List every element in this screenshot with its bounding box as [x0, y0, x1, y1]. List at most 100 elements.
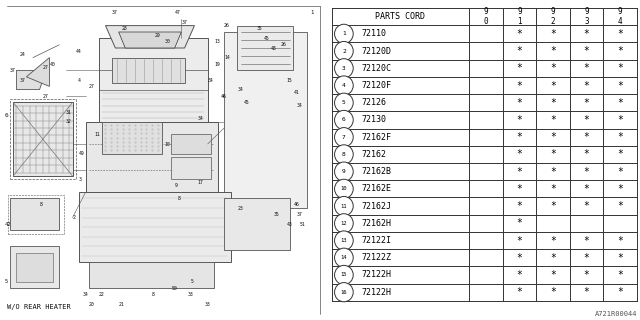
Text: 34: 34: [207, 77, 213, 83]
Text: *: *: [584, 149, 589, 159]
Text: 10: 10: [340, 186, 347, 191]
Text: 12: 12: [340, 221, 347, 226]
Text: *: *: [516, 253, 522, 263]
Text: 3: 3: [342, 66, 346, 71]
Text: *: *: [617, 253, 623, 263]
Polygon shape: [79, 192, 231, 262]
Text: 51: 51: [300, 221, 306, 227]
Text: 72110: 72110: [362, 29, 387, 38]
Text: 4: 4: [77, 77, 81, 83]
Text: 14: 14: [340, 255, 347, 260]
Text: 16: 16: [340, 290, 347, 295]
Text: 17: 17: [198, 180, 204, 185]
Text: *: *: [550, 201, 556, 211]
Text: 26: 26: [280, 42, 286, 47]
Text: 45: 45: [264, 36, 269, 41]
Text: *: *: [550, 184, 556, 194]
Text: *: *: [516, 218, 522, 228]
Text: 8: 8: [152, 292, 154, 297]
Text: *: *: [617, 184, 623, 194]
Text: 33: 33: [204, 301, 210, 307]
Text: *: *: [550, 29, 556, 39]
Circle shape: [335, 231, 353, 250]
Text: *: *: [516, 115, 522, 125]
Text: *: *: [584, 201, 589, 211]
Text: 46: 46: [293, 202, 299, 207]
Text: 29: 29: [155, 33, 161, 38]
Text: 37: 37: [181, 20, 187, 25]
Text: 40: 40: [49, 61, 55, 67]
Bar: [8, 195, 64, 234]
Text: 72162F: 72162F: [362, 133, 392, 142]
Text: 5: 5: [5, 279, 8, 284]
Text: 24: 24: [20, 52, 26, 57]
Text: *: *: [516, 287, 522, 297]
Text: 10: 10: [165, 141, 170, 147]
Text: 35: 35: [257, 26, 263, 31]
Text: 72122H: 72122H: [362, 270, 392, 279]
Circle shape: [335, 196, 353, 216]
Text: *: *: [617, 29, 623, 39]
Circle shape: [335, 76, 353, 95]
Text: 37: 37: [297, 212, 302, 217]
Bar: [172, 134, 211, 154]
Bar: [102, 122, 161, 154]
Circle shape: [335, 145, 353, 164]
Text: *: *: [550, 132, 556, 142]
Text: 72120F: 72120F: [362, 81, 392, 90]
Text: *: *: [584, 29, 589, 39]
Text: 6: 6: [342, 117, 346, 123]
Text: *: *: [516, 98, 522, 108]
Bar: [112, 58, 184, 83]
Text: *: *: [550, 46, 556, 56]
Bar: [17, 253, 52, 282]
Text: 37: 37: [10, 68, 15, 73]
Circle shape: [335, 179, 353, 198]
Text: 42: 42: [5, 221, 12, 227]
Bar: [89, 262, 214, 288]
Polygon shape: [13, 102, 72, 176]
Text: 72162J: 72162J: [362, 202, 392, 211]
Text: 2: 2: [72, 215, 76, 220]
Text: 14: 14: [224, 55, 230, 60]
Text: *: *: [584, 63, 589, 73]
Text: *: *: [516, 167, 522, 177]
Text: 11: 11: [340, 204, 347, 209]
Text: 72130: 72130: [362, 116, 387, 124]
Polygon shape: [224, 32, 307, 208]
Text: *: *: [516, 81, 522, 91]
Text: *: *: [617, 132, 623, 142]
Text: 8: 8: [40, 202, 42, 207]
Polygon shape: [17, 70, 46, 90]
Text: 9: 9: [342, 169, 346, 174]
Text: 43: 43: [287, 221, 292, 227]
Text: *: *: [617, 63, 623, 73]
Text: 47: 47: [175, 10, 180, 15]
Circle shape: [335, 214, 353, 233]
Text: *: *: [550, 253, 556, 263]
Text: 72162E: 72162E: [362, 184, 392, 193]
Text: 9
3: 9 3: [584, 7, 589, 26]
Polygon shape: [106, 26, 195, 48]
Circle shape: [335, 59, 353, 78]
Text: *: *: [584, 167, 589, 177]
Text: 5: 5: [342, 100, 346, 105]
Text: 1: 1: [310, 10, 313, 15]
Circle shape: [335, 24, 353, 44]
Text: 4: 4: [342, 83, 346, 88]
Text: 37: 37: [20, 77, 26, 83]
Text: 72162: 72162: [362, 150, 387, 159]
Text: 1: 1: [342, 31, 346, 36]
Text: *: *: [550, 115, 556, 125]
Text: 72120C: 72120C: [362, 64, 392, 73]
Text: 72120D: 72120D: [362, 46, 392, 56]
Text: *: *: [550, 287, 556, 297]
Text: *: *: [550, 81, 556, 91]
Text: 72122Z: 72122Z: [362, 253, 392, 262]
Text: *: *: [617, 98, 623, 108]
Text: *: *: [550, 270, 556, 280]
Text: 7: 7: [342, 135, 346, 140]
Text: *: *: [617, 201, 623, 211]
Text: *: *: [516, 132, 522, 142]
Text: *: *: [617, 236, 623, 245]
